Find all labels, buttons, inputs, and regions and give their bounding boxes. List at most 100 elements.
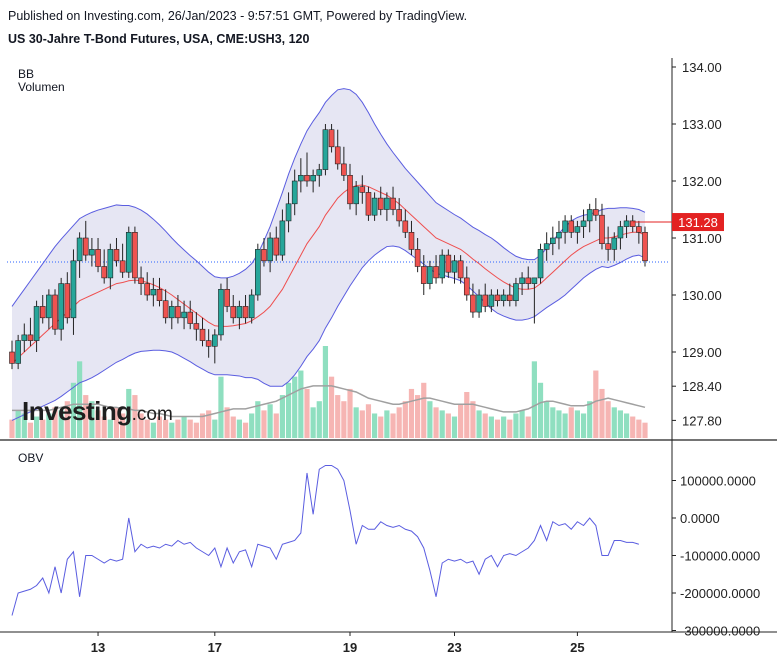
candle-body	[107, 249, 114, 279]
candle-body	[586, 209, 593, 222]
obv-tick-label: -100000.0000	[680, 549, 760, 564]
bb-fill	[12, 88, 645, 421]
candle-body	[322, 129, 329, 170]
candle-body	[531, 277, 538, 284]
candle-body	[580, 220, 587, 227]
volume-bar	[224, 407, 230, 438]
volume-bar	[415, 395, 421, 438]
candle-body	[414, 249, 421, 267]
volume-bar	[27, 422, 34, 438]
candle-body	[617, 226, 624, 239]
volume-bar	[21, 413, 27, 438]
volume-bar	[587, 401, 593, 438]
volume-bar	[605, 401, 611, 438]
candle-body	[279, 220, 286, 256]
volume-bar	[531, 361, 537, 438]
volume-bar	[402, 401, 408, 438]
volume-bar	[445, 413, 451, 438]
obv-tick-label: 0.0000	[680, 511, 720, 526]
legend-volume[interactable]: Volumen	[18, 80, 65, 94]
candle-body	[574, 226, 581, 233]
volume-bar	[236, 419, 242, 438]
candle-body	[482, 294, 489, 307]
volume-bar	[46, 413, 52, 438]
volume-bar	[568, 407, 574, 438]
volume-bar	[537, 382, 544, 438]
volume-bar	[292, 376, 298, 438]
obv-label[interactable]: OBV	[18, 451, 44, 465]
last-price-badge	[672, 213, 724, 232]
y-tick-label: 132.00	[682, 174, 722, 189]
candle-body	[593, 209, 599, 216]
x-tick-label: 17	[208, 640, 222, 655]
volume-bar	[550, 407, 556, 438]
candle-body	[248, 294, 255, 319]
candle-body	[427, 266, 433, 284]
volume-bar	[255, 401, 261, 438]
volume-bar	[316, 401, 322, 438]
volume-bar	[630, 416, 636, 438]
candle-body	[371, 197, 378, 216]
y-tick-label: 127.80	[682, 413, 722, 428]
y-tick-label: 131.00	[682, 231, 722, 246]
volume-bar	[390, 413, 396, 438]
candle-body	[15, 340, 21, 364]
volume-bar	[501, 416, 507, 438]
volume-bar	[163, 419, 169, 438]
volume-bar	[64, 401, 70, 438]
candle-body	[46, 294, 52, 319]
candle-body	[212, 334, 218, 347]
y-tick-label: 130.00	[682, 288, 722, 303]
volume-bar	[298, 370, 304, 438]
candle-body	[341, 163, 347, 176]
volume-bar	[285, 382, 292, 438]
candle-body	[168, 306, 175, 319]
volume-bar	[513, 413, 519, 438]
candle-body	[562, 220, 568, 233]
volume-bar	[421, 382, 427, 438]
x-tick-label: 13	[91, 640, 105, 655]
candle-body	[457, 260, 464, 279]
candle-body	[611, 237, 618, 250]
volume-bar	[322, 346, 329, 438]
candle-body	[9, 351, 15, 364]
candle-body	[242, 306, 249, 319]
legend-bb[interactable]: BB	[18, 67, 35, 81]
volume-ma-line	[12, 385, 646, 418]
candle-body	[359, 186, 366, 193]
volume-bar	[95, 410, 101, 438]
volume-bar	[347, 388, 353, 438]
candle-body	[82, 237, 89, 256]
volume-bar	[279, 395, 286, 438]
volume-bar	[70, 382, 77, 438]
x-tick-label: 19	[343, 640, 357, 655]
candle-body	[291, 180, 298, 205]
candle-body	[101, 266, 107, 279]
candle-body	[420, 266, 427, 284]
candle-body	[537, 249, 544, 279]
candle-body	[599, 214, 605, 244]
volume-bar	[384, 410, 390, 438]
chart-title: US 30-Jahre T-Bond Futures, USA, CME:USH…	[8, 32, 310, 46]
candle-body	[150, 288, 157, 296]
y-tick-label: 129.00	[682, 345, 722, 360]
volume-bar	[144, 419, 150, 438]
candle-body	[556, 232, 562, 239]
x-tick-label: 25	[570, 640, 584, 655]
volume-bar	[433, 407, 439, 438]
candle-body	[236, 306, 243, 319]
candle-body	[64, 283, 71, 319]
candle-body	[162, 300, 169, 319]
candle-body	[52, 294, 58, 330]
candle-body	[144, 283, 151, 296]
volume-bar	[599, 388, 605, 438]
candle-body	[224, 288, 230, 307]
candle-body	[316, 169, 323, 176]
candle-body	[377, 197, 384, 210]
volume-bar	[77, 361, 83, 438]
volume-bar	[482, 413, 488, 438]
logo-suffix: .com	[131, 404, 173, 425]
volume-bar	[175, 419, 181, 438]
volume-bar	[126, 388, 132, 438]
candle-body	[347, 175, 353, 205]
